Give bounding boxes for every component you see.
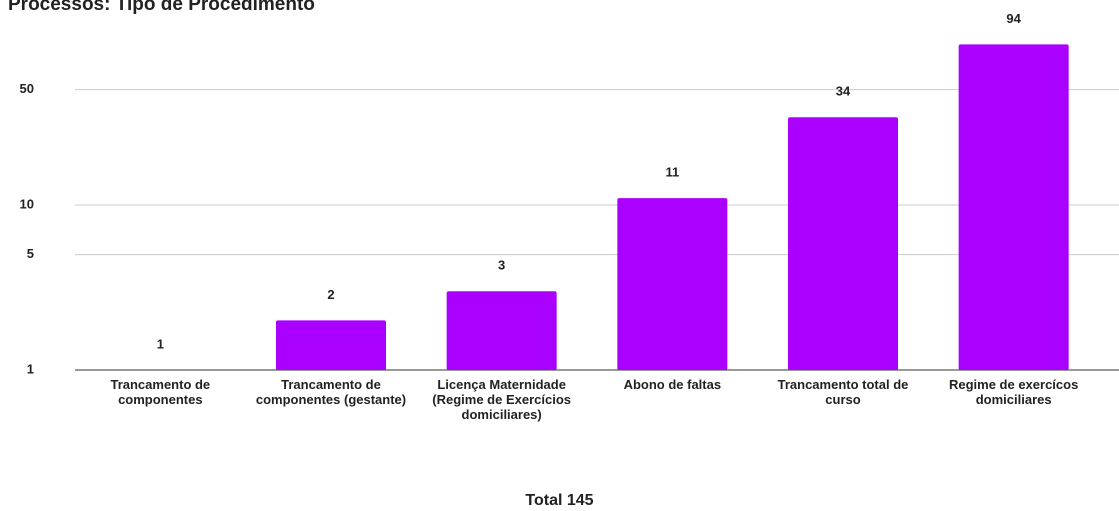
x-tick-label: Abono de faltas: [623, 377, 722, 392]
y-tick-label: 50: [20, 81, 34, 96]
value-label: 11: [665, 165, 679, 180]
value-label: 1: [157, 336, 164, 351]
value-label: 94: [1006, 11, 1021, 26]
value-label: 3: [498, 258, 505, 273]
x-tick-label: Regime de exercícos domiciliares: [948, 377, 1079, 407]
y-tick-label: 5: [27, 246, 34, 261]
chart-title: Processos: Tipo de Procedimento: [8, 0, 315, 15]
bar: [446, 291, 557, 370]
x-tick-label: Trancamento de componentes (gestante): [255, 377, 407, 407]
value-label: 34: [836, 84, 851, 99]
bar: [958, 44, 1069, 371]
bar: [617, 198, 728, 370]
y-tick-label: 10: [20, 196, 34, 211]
x-tick-label: Licença Maternidade (Regime de Exercício…: [432, 377, 572, 422]
y-tick-label: 1: [27, 361, 34, 376]
bar: [788, 117, 898, 371]
bar: [276, 320, 386, 370]
x-tick-label: Trancamento total de curso: [777, 377, 909, 407]
x-axis-title: Total 145: [525, 492, 594, 509]
x-tick-label: Trancamento de componentes: [110, 377, 211, 407]
value-label: 2: [327, 287, 334, 302]
